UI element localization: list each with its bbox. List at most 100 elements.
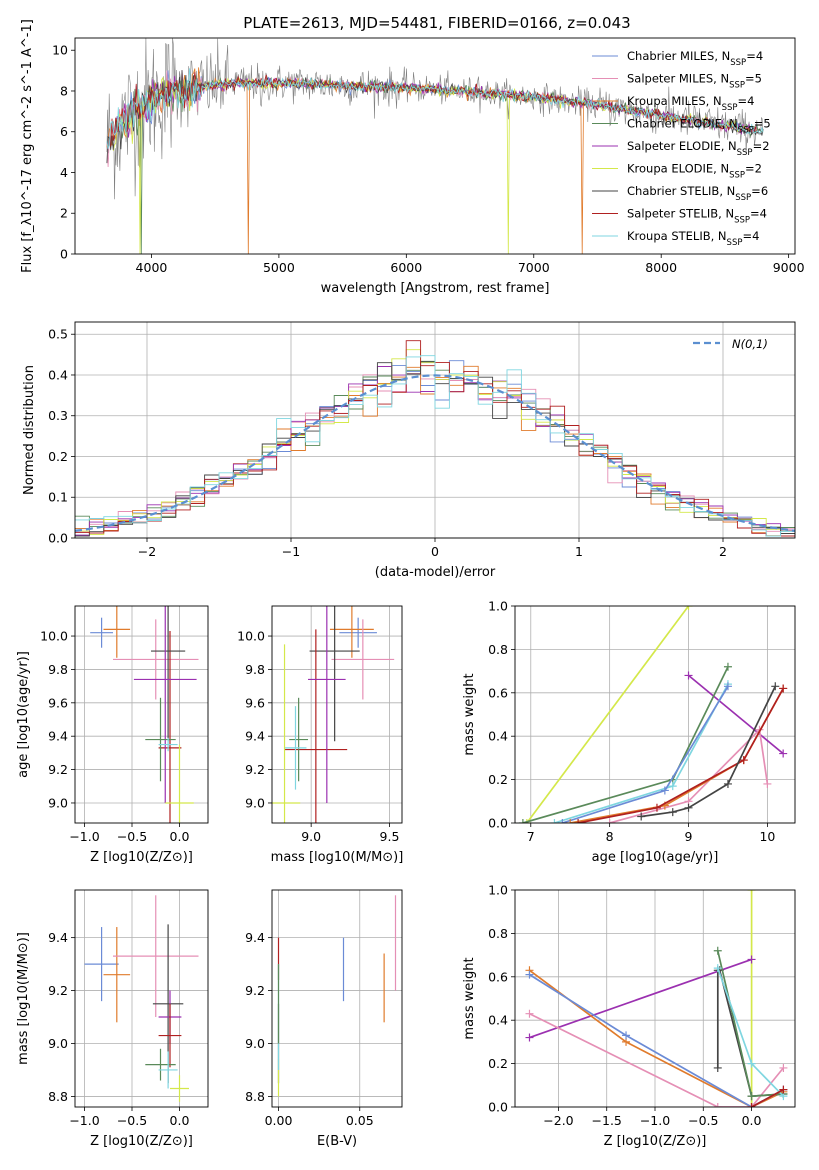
x-tick-label: −1.0 [69,829,99,844]
legend-model-name: Kroupa STELIB [627,229,711,243]
legend-n-value: 2 [755,162,762,176]
x-tick-label: −1.5 [592,1113,622,1128]
y-tick-label: 9.8 [48,662,68,677]
weight-series-kroupa-miles [525,966,788,1107]
panel-age_vs_mass: 9.0 9.5 9.0 9.2 9.4 9.6 9.8 10.0 mass [log10(M/M… [237,605,404,865]
x-axis-label: Z [log10(Z/Z⊙)] [90,850,193,865]
legend-n-sub: SSP [737,148,753,158]
weight-series-salpeter-stelib [747,1085,788,1107]
axes-weight_vs_Z: −2.0 −1.5 −1.0 −0.5 0.0 0.0 0.2 0.4 0.6 0.8 1.0 Z [… [462,883,796,1149]
x-tick-label: −1.0 [640,1113,670,1128]
weight-marker [605,819,614,823]
y-tick-label: 0.8 [488,926,508,941]
y-tick-label: 9.6 [245,695,265,710]
errorbar-salpeter-stelib [158,631,182,823]
errorbar-kroupa-miles [103,927,131,1023]
weight-marker [779,1085,788,1094]
legend-n-value: 4 [760,207,767,221]
y-tick-label: 0.6 [488,969,508,984]
axes-frame [271,889,403,1108]
weight-series-salpeter-stelib [574,684,788,823]
weight-series-chabrier-miles [525,970,788,1107]
weight-marker [723,662,732,671]
errorbar-kroupa-stelib [158,737,178,752]
y-axis-label: mass weight [462,957,477,1039]
weight-marker [668,808,677,817]
x-tick-label: 7 [527,829,535,844]
weight-line [526,606,690,823]
plot-area-spectrum [106,38,764,254]
legend-n-value: 2 [762,139,769,153]
plot-area-weight_vs_age [518,606,788,823]
weight-line [554,683,729,823]
legend-n-sub: SSP [727,238,743,248]
legend-n-sub: SSP [738,126,754,136]
axes-frame [514,889,796,1108]
legend-n-eq: = [754,117,764,131]
grid-mass_vs_ebv [272,890,402,1107]
weight-line [716,969,784,1098]
axes-age_vs_mass: 9.0 9.5 9.0 9.2 9.4 9.6 9.8 10.0 mass [log10(M/M… [237,605,404,865]
y-tick-label: 10.0 [40,629,68,644]
weight-marker [637,812,646,821]
legend-n-prefix: , N [719,184,735,198]
y-tick-label: 9.0 [245,795,265,810]
axes-spectrum: 4000 5000 6000 7000 8000 9000 0 2 4 6 8 10 wavelengt… [20,19,805,296]
y-tick-label: 0 [60,247,68,262]
errorbar-kroupa-stelib [284,706,307,790]
errorbar-chabrier-stelib [309,606,360,742]
errorbar-kroupa-elodie [165,744,194,823]
legend-n-value: 4 [752,229,759,243]
y-tick-label: 8.8 [48,1089,68,1104]
errorbar-kroupa-elodie [272,644,301,823]
weight-marker [747,1103,756,1107]
y-tick-label: 9.2 [48,762,68,777]
legend-label-kroupa-miles: Kroupa MILES, NSSP=4 [627,94,754,113]
weight-marker [566,819,575,823]
legend-n-value: 4 [747,94,754,108]
legend-model-name: Chabrier MILES [627,49,714,63]
legend-label-salpeter-miles: Salpeter MILES, NSSP=5 [627,72,762,91]
weight-marker [525,1033,534,1042]
x-tick-label: 9000 [773,260,805,275]
weight-line [529,973,784,1107]
legend-label-gaussian: N(0,1) [732,337,768,351]
legend-model-name: Chabrier ELODIE [627,117,722,131]
x-axis-label: mass [log10(M/M⊙)] [271,850,404,865]
weight-marker [747,1092,756,1101]
errorbar-kroupa-elodie [170,1075,189,1102]
weight-marker [684,606,693,610]
axes-weight_vs_age: 7 8 9 10 0.0 0.2 0.4 0.6 0.8 1.0 age [log10(age/yr… [462,599,796,865]
legend-label-kroupa-stelib: Kroupa STELIB, NSSP=4 [627,229,759,248]
legend-model-name: Salpeter ELODIE [627,139,721,153]
errorbar-chabrier-miles [84,927,119,1002]
weight-series-chabrier-stelib [637,682,780,821]
histogram-kroupa-stelib [75,355,795,537]
legend-label-salpeter-stelib: Salpeter STELIB, NSSP=4 [627,207,767,226]
legend-n-prefix: , N [711,229,727,243]
x-tick-label: −1 [282,544,300,559]
y-tick-label: 0.6 [488,685,508,700]
model-spectrum-kroupa-stelib [106,68,764,150]
legend-n-prefix: , N [706,94,722,108]
y-tick-label: 0.0 [488,1100,508,1115]
x-tick-label: 5000 [263,260,295,275]
weight-line [529,1012,785,1107]
x-tick-label: 8 [606,829,614,844]
axes-residuals: −2 −1 0 1 2 0.0 0.1 0.2 0.3 0.4 0.5 (data-model)/er… [22,321,796,580]
weight-marker [771,682,780,691]
errorbar-chabrier-miles [339,617,377,648]
x-tick-label: 4000 [136,260,168,275]
errorbar-salpeter-elodie [133,606,197,803]
y-tick-label: 8 [60,83,68,98]
grid-mass_vs_Z [75,890,208,1107]
x-tick-label: −2.0 [543,1113,573,1128]
legend-model-name: Kroupa ELODIE [627,162,713,176]
legend-n-eq: = [742,229,752,243]
panel-residuals: −2 −1 0 1 2 0.0 0.1 0.2 0.3 0.4 0.5 (data-model)/er… [22,321,796,580]
legend-n-sub: SSP [729,81,745,91]
legend-model-name: Salpeter STELIB [627,207,718,221]
x-tick-label: 0.05 [346,1113,374,1128]
legend-label-chabrier-elodie: Chabrier ELODIE, NSSP=5 [627,117,771,136]
